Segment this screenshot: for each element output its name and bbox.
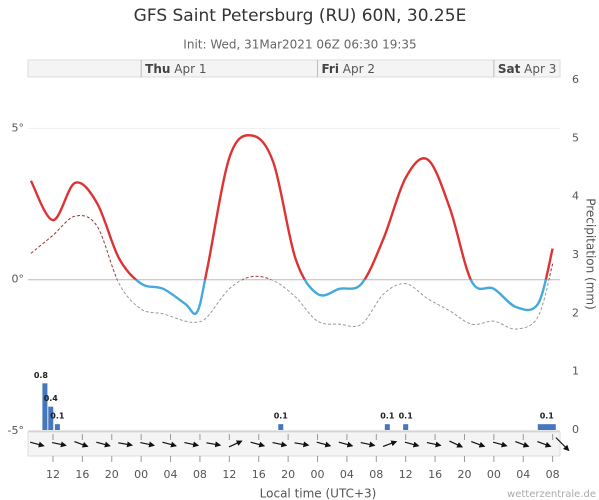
x-tick-label: 12 xyxy=(222,468,236,481)
x-tick-label: 20 xyxy=(457,468,471,481)
x-tick-label: 20 xyxy=(105,468,119,481)
precip-label: 0.1 xyxy=(50,412,65,421)
chart-subtitle: Init: Wed, 31Mar2021 06Z 06:30 19:35 xyxy=(183,38,416,52)
x-tick-label: 08 xyxy=(369,468,383,481)
y2-tick-label: 4 xyxy=(572,190,579,203)
y2-tick-label: 3 xyxy=(572,248,579,261)
wind-arrow xyxy=(96,441,111,448)
precip-bar xyxy=(537,424,556,430)
x-tick-label: 12 xyxy=(399,468,413,481)
wind-arrow xyxy=(228,440,243,448)
credit: wetterzentrale.de xyxy=(507,489,596,500)
wind-arrow xyxy=(74,441,89,448)
wind-arrow xyxy=(471,441,486,448)
day-name: Fri xyxy=(322,62,339,76)
temperature-line xyxy=(29,134,554,316)
x-tick-label: 20 xyxy=(281,468,295,481)
wind-arrow xyxy=(426,441,442,448)
dewpoint-line xyxy=(30,215,554,330)
wind-arrow xyxy=(52,441,67,448)
wind-arrow xyxy=(294,441,310,448)
x-tick-label: 16 xyxy=(252,468,266,481)
day-date: Apr 3 xyxy=(524,62,556,76)
precip-label: 0.4 xyxy=(44,394,59,403)
x-tick-label: 08 xyxy=(193,468,207,481)
y-tick-label: -5° xyxy=(8,424,24,437)
wind-arrow xyxy=(30,441,45,448)
day-label: Sat Apr 3 xyxy=(498,62,557,76)
wind-arrow xyxy=(316,441,332,448)
day-date: Apr 1 xyxy=(174,62,206,76)
precip-label: 0.1 xyxy=(399,412,414,421)
wind-arrow xyxy=(360,441,376,448)
wind-arrow xyxy=(162,441,177,448)
precip-bar xyxy=(42,383,48,430)
y2-tick-label: 1 xyxy=(572,365,579,378)
x-tick-label: 16 xyxy=(75,468,89,481)
precip-bar xyxy=(48,406,54,430)
wind-arrow xyxy=(492,441,508,448)
x-tick-label: 04 xyxy=(164,468,178,481)
wind-arrow xyxy=(449,440,464,448)
x-tick-label: 00 xyxy=(487,468,501,481)
day-label: Thu Apr 1 xyxy=(145,62,206,76)
wind-arrow xyxy=(272,441,288,448)
precip-bar xyxy=(54,424,60,430)
y2-tick-label: 6 xyxy=(572,73,579,86)
wind-arrow xyxy=(515,441,530,448)
x-tick-label: 12 xyxy=(46,468,60,481)
day-date: Apr 2 xyxy=(343,62,375,76)
wind-arrow xyxy=(206,441,222,448)
x-tick-label: 08 xyxy=(546,468,560,481)
wind-arrow xyxy=(404,441,420,448)
day-name: Sat xyxy=(498,62,521,76)
x-tick-label: 04 xyxy=(340,468,354,481)
x-tick-label: 00 xyxy=(134,468,148,481)
day-label: Fri Apr 2 xyxy=(322,62,376,76)
precip-label: 0.1 xyxy=(274,412,289,421)
wind-arrow xyxy=(537,441,552,448)
x-tick-label: 00 xyxy=(311,468,325,481)
wind-arrow xyxy=(184,441,200,448)
y2-tick-label: 0 xyxy=(572,423,579,436)
y2-axis-title: Precipitation (mm) xyxy=(584,198,598,310)
precip-bar xyxy=(384,424,390,430)
y-tick-label: 0° xyxy=(12,273,25,286)
y2-tick-label: 5 xyxy=(572,131,579,144)
wind-arrow xyxy=(118,441,133,448)
wind-arrow xyxy=(555,437,570,452)
wind-band xyxy=(27,431,561,457)
wind-arrow xyxy=(250,441,266,448)
precip-bar xyxy=(403,424,409,430)
x-axis-title: Local time (UTC+3) xyxy=(260,487,377,500)
wind-arrow xyxy=(140,441,155,448)
day-band xyxy=(27,59,561,78)
precip-label: 0.1 xyxy=(380,412,395,421)
precip-label: 0.1 xyxy=(540,412,555,421)
y2-tick-label: 2 xyxy=(572,306,579,319)
x-tick-label: 16 xyxy=(428,468,442,481)
chart-title: GFS Saint Petersburg (RU) 60N, 30.25E xyxy=(134,6,467,26)
precip-label: 0.8 xyxy=(34,371,49,380)
precip-bar xyxy=(278,424,284,430)
wind-arrow xyxy=(382,440,398,447)
wind-arrow xyxy=(338,441,354,448)
y-tick-label: 5° xyxy=(12,121,25,134)
x-tick-label: 04 xyxy=(516,468,530,481)
day-name: Thu xyxy=(145,62,170,76)
